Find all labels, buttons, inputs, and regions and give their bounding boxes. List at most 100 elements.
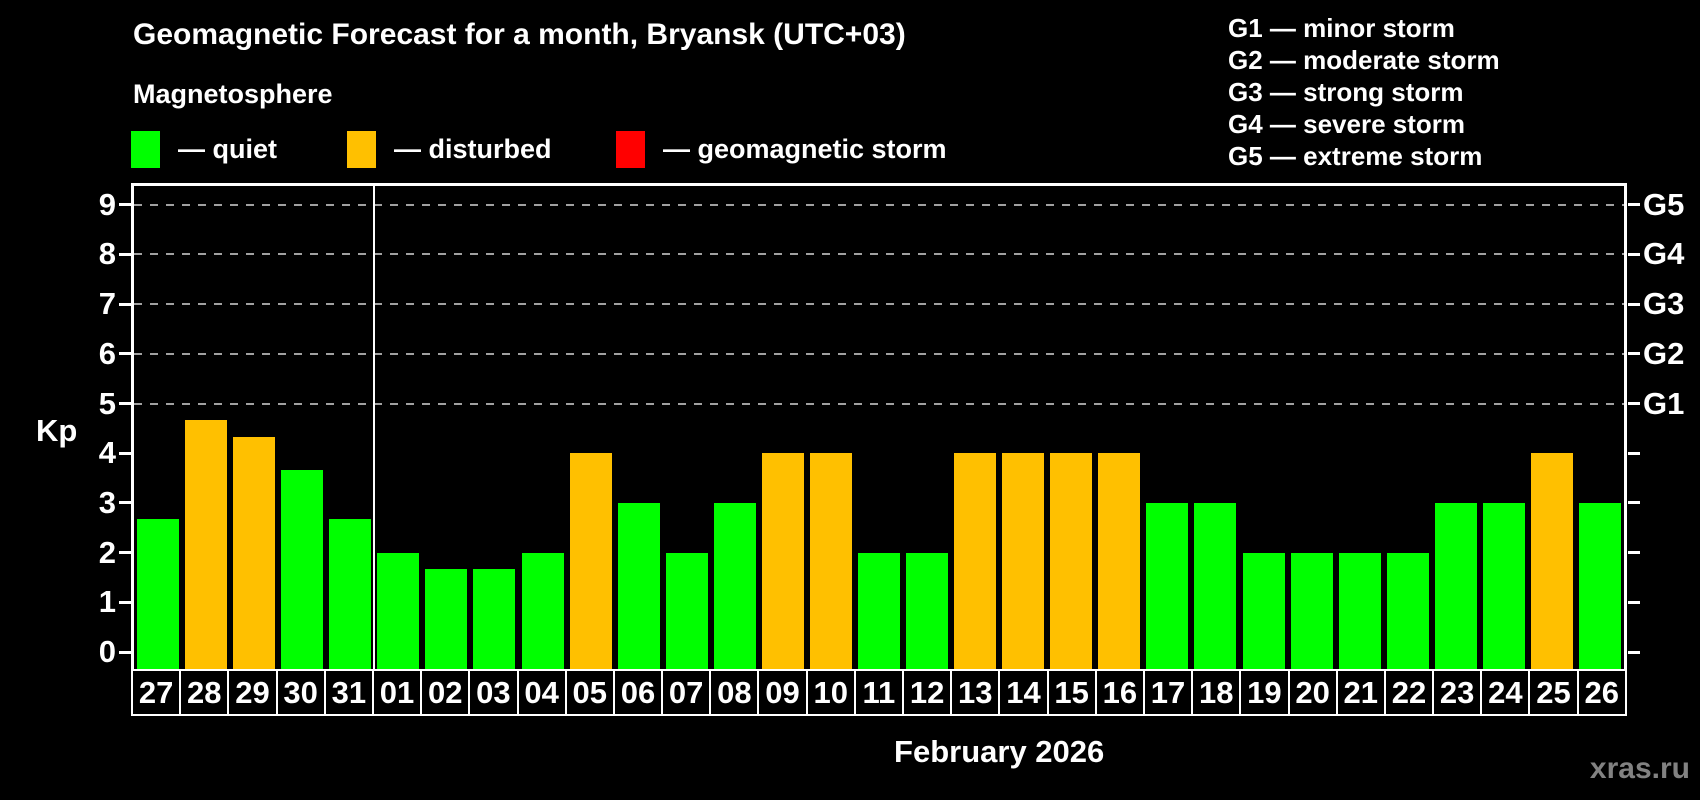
left-tick-5 [119,402,131,405]
day-cell-02: 02 [420,669,471,716]
kp-bar-day-29 [233,436,276,669]
left-tick-0 [119,650,131,654]
day-cell-10: 10 [805,669,856,716]
g5-legend-line: G5 — extreme storm [1228,141,1483,171]
gridline-kp-8 [134,253,1624,256]
kp-bar-day-20 [1290,552,1333,669]
legend-item-quiet: — quiet [131,130,277,168]
geomagnetic-storm-swatch [616,130,645,168]
kp-bar-day-23 [1434,502,1477,669]
kp-bar-day-07 [665,552,708,669]
right-axis-label-g2: G2 [1643,335,1685,371]
kp-bar-day-22 [1386,552,1429,669]
left-tick-3 [119,501,131,505]
day-cell-31: 31 [323,669,374,716]
day-cell-08: 08 [709,669,760,716]
right-tick-1 [1628,600,1640,604]
y-tick-label-1: 1 [98,584,116,620]
y-tick-label-3: 3 [98,484,116,520]
gridline-kp-5 [134,402,1624,405]
kp-bar-day-11 [858,552,900,669]
kp-bar-day-26 [1578,502,1621,669]
day-cell-19: 19 [1239,669,1290,716]
kp-bar-day-18 [1194,502,1237,669]
kp-bar-day-25 [1530,453,1573,669]
kp-bar-day-15 [1050,453,1093,669]
past-future-separator-line [373,186,376,669]
kp-bar-day-08 [713,502,756,669]
y-tick-label-9: 9 [98,186,116,222]
plot-area [131,183,1627,669]
day-cell-03: 03 [468,669,519,716]
kp-bar-day-13 [954,453,997,669]
g1-legend-line: G1 — minor storm [1228,13,1455,43]
storm-scale-legend: G1 — minor storm G2 — moderate storm G3 … [1228,12,1500,172]
kp-bar-day-01 [377,552,420,669]
quiet-label: — quiet [178,133,277,164]
day-cell-21: 21 [1335,669,1386,716]
kp-bar-day-16 [1098,453,1141,669]
day-cell-22: 22 [1383,669,1435,716]
day-cell-23: 23 [1432,669,1483,716]
kp-bar-day-14 [1002,453,1045,669]
day-label-strip: 27 28 29 30 31 01 02 03 04 05 06 07 08 09 10 11 12 13 14 15… [131,669,1627,716]
day-cell-20: 20 [1287,669,1338,716]
disturbed-swatch [347,130,376,168]
right-tick-8 [1628,252,1640,256]
kp-bar-day-24 [1482,502,1525,669]
day-cell-04: 04 [516,669,567,716]
right-axis-label-g3: G3 [1643,286,1685,322]
day-cell-25: 25 [1528,669,1579,716]
kp-bar-day-21 [1338,552,1381,669]
kp-bar-day-04 [521,552,564,669]
day-cell-29: 29 [227,669,278,716]
right-tick-9 [1628,203,1640,207]
kp-bar-day-02 [425,569,468,669]
legend-item-geomagnetic-storm: — geomagnetic storm [616,130,947,168]
left-tick-6 [119,352,131,356]
right-axis-label-g1: G1 [1643,385,1685,421]
watermark: xras.ru [1589,752,1690,785]
y-tick-label-7: 7 [98,286,116,322]
day-cell-26: 26 [1576,669,1627,716]
kp-bar-day-03 [473,569,516,669]
day-cell-17: 17 [1142,669,1194,716]
legend-item-disturbed: — disturbed [347,130,552,168]
left-tick-1 [119,600,131,604]
left-tick-9 [119,203,131,207]
geomagnetic-storm-label: — geomagnetic storm [663,133,947,164]
right-axis-label-g5: G5 [1643,186,1685,222]
y-axis-label: Kp [36,413,78,448]
left-tick-2 [119,551,131,555]
kp-bar-day-17 [1146,502,1189,669]
g2-legend-line: G2 — moderate storm [1228,45,1500,75]
day-cell-12: 12 [902,669,953,716]
gridline-kp-6 [134,352,1624,355]
day-cell-07: 07 [661,669,712,716]
day-cell-05: 05 [564,669,615,716]
disturbed-label: — disturbed [394,133,552,164]
left-tick-7 [119,302,131,306]
right-tick-6 [1628,352,1640,356]
kp-bar-day-05 [569,453,612,669]
y-tick-label-0: 0 [98,634,116,669]
day-cell-24: 24 [1480,669,1531,716]
left-tick-8 [119,252,131,256]
kp-bar-day-10 [809,453,852,669]
right-tick-4 [1628,451,1640,455]
right-tick-0 [1628,650,1640,654]
gridline-kp-7 [134,303,1624,306]
page-title: Geomagnetic Forecast for a month, Bryans… [133,18,906,51]
kp-bar-day-30 [281,469,324,669]
day-cell-15: 15 [1046,669,1097,716]
kp-bar-day-31 [329,519,372,669]
kp-bar-day-28 [185,419,228,669]
day-cell-06: 06 [612,669,664,716]
day-cell-27: 27 [131,669,182,716]
g4-legend-line: G4 — severe storm [1228,109,1466,139]
magnetosphere-subtitle: Magnetosphere [133,79,333,109]
day-cell-14: 14 [998,669,1049,716]
right-tick-3 [1628,501,1640,505]
kp-bar-day-06 [617,502,660,669]
kp-bar-day-09 [761,453,804,669]
